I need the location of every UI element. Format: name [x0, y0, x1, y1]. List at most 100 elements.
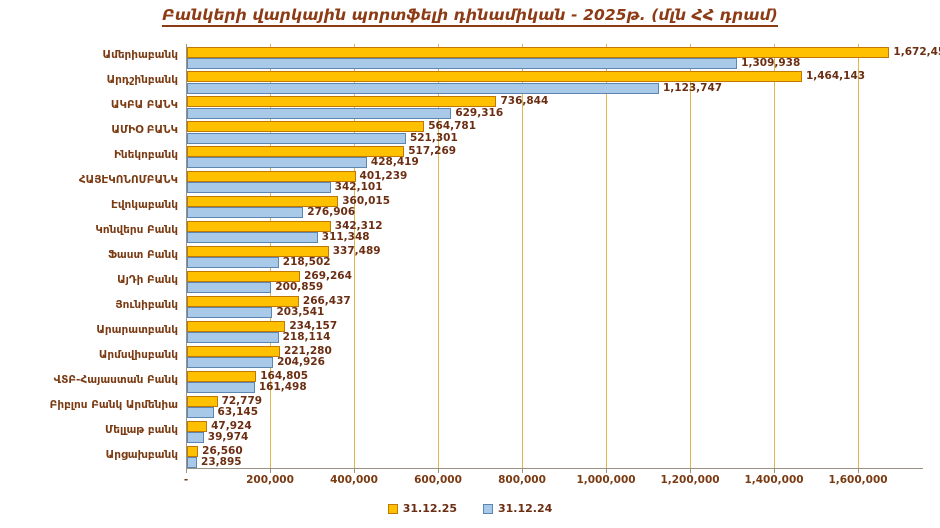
bar-31-12-25 — [187, 121, 425, 133]
chart-category-row: Արմսվիսբանկ 221,280 204,926 — [0, 343, 940, 368]
legend-item[interactable]: 31.12.24 — [483, 502, 552, 515]
x-axis-tick — [522, 468, 523, 473]
x-axis-tick — [690, 468, 691, 473]
bar-31-12-25 — [187, 196, 339, 208]
chart-category-row: ԱՄԻՕ ԲԱՆԿ 564,781 521,301 — [0, 119, 940, 144]
bar-31-12-24 — [187, 406, 214, 418]
x-axis-tick-label: 400,000 — [330, 474, 378, 486]
bar-value-label: 266,437 — [302, 294, 351, 307]
chart-title-text: Բանկերի վարկային պորտֆելի դինամիկան - 20… — [162, 6, 778, 27]
x-axis-tick — [354, 468, 355, 473]
chart-category-row: ՀԱՅԷԿՈՆՈՄԲԱՆԿ 401,239 342,101 — [0, 169, 940, 194]
bar-value-label: 47,924 — [211, 419, 252, 432]
gridline — [606, 44, 607, 468]
bar-31-12-25 — [187, 171, 356, 183]
category-label: Արդշինբանկ — [106, 74, 178, 87]
bar-value-label: 23,895 — [201, 455, 242, 468]
gridline — [522, 44, 523, 468]
bar-value-label: 276,906 — [307, 206, 356, 219]
bar-31-12-24 — [187, 307, 273, 319]
bar-value-label: 428,419 — [370, 156, 419, 169]
x-axis-tick-label: 1,000,000 — [576, 474, 636, 486]
x-axis-tick — [606, 468, 607, 473]
chart-category-row: Էվոկաբանկ 360,015 276,906 — [0, 194, 940, 219]
bar-31-12-25 — [187, 146, 405, 158]
chart-category-row: Բիբլոս Բանկ Արմենիա 72,779 63,145 — [0, 393, 940, 418]
bar-31-12-25 — [187, 270, 301, 282]
chart-category-row: Արդշինբանկ 1,464,143 1,123,747 — [0, 69, 940, 94]
chart-category-row: ԱԿԲԱ ԲԱՆԿ 736,844 629,316 — [0, 94, 940, 119]
gridline — [774, 44, 775, 468]
chart-category-row: Արցախբանկ 26,560 23,895 — [0, 443, 940, 468]
bar-value-label: 521,301 — [409, 131, 458, 144]
chart-category-row: ՎՏԲ-Հայաստան Բանկ 164,805 161,498 — [0, 368, 940, 393]
bar-value-label: 564,781 — [428, 120, 477, 133]
bar-31-12-24 — [187, 232, 318, 244]
bar-31-12-25 — [187, 320, 286, 332]
bar-31-12-25 — [187, 395, 218, 407]
bar-value-label: 517,269 — [408, 145, 457, 158]
bar-value-label: 234,157 — [289, 319, 338, 332]
bar-value-label: 1,464,143 — [805, 70, 866, 83]
chart-category-row: Ֆաստ Բանկ 337,489 218,502 — [0, 244, 940, 269]
bar-value-label: 63,145 — [217, 405, 259, 418]
chart-category-row: Ինեկոբանկ 517,269 428,419 — [0, 144, 940, 169]
bar-value-label: 164,805 — [260, 369, 309, 382]
bar-31-12-25 — [187, 96, 497, 108]
x-axis-tick-label: - — [183, 474, 189, 486]
bar-value-label: 221,280 — [283, 344, 332, 357]
bar-31-12-24 — [187, 132, 406, 144]
bar-value-label: 337,489 — [332, 245, 381, 258]
category-label: Մելլաթ բանկ — [105, 423, 178, 436]
bar-31-12-24 — [187, 381, 255, 393]
bar-value-label: 218,114 — [282, 331, 331, 344]
chart-category-row: Յունիբանկ 266,437 203,541 — [0, 293, 940, 319]
bar-31-12-25 — [187, 345, 280, 357]
gridline — [690, 44, 691, 468]
x-axis-tick-label: 600,000 — [414, 474, 462, 486]
bar-31-12-25 — [187, 370, 257, 382]
x-axis-tick — [186, 468, 187, 473]
x-axis-tick-label: 1,400,000 — [744, 474, 804, 486]
bar-value-label: 269,264 — [304, 269, 352, 282]
x-axis-tick-label: 1,600,000 — [828, 474, 888, 486]
bar-value-label: 39,974 — [207, 430, 249, 443]
x-axis-tick — [774, 468, 775, 473]
bar-value-label: 203,541 — [276, 306, 325, 319]
y-axis-line — [186, 44, 187, 468]
category-label: ՀԱՅԷԿՈՆՈՄԲԱՆԿ — [78, 174, 178, 187]
x-axis-tick — [858, 468, 859, 473]
chart-category-row: ԱյԴի Բանկ 269,264 200,859 — [0, 268, 940, 294]
category-label: Յունիբանկ — [115, 298, 178, 311]
bar-31-12-24 — [187, 157, 367, 169]
chart-legend: 31.12.25 31.12.24 — [0, 502, 940, 515]
category-label: Ամերիաբանկ — [102, 49, 178, 62]
bar-31-12-24 — [187, 456, 198, 468]
category-label: Արմսվիսբանկ — [98, 348, 178, 361]
x-axis-tick — [270, 468, 271, 473]
bar-31-12-24 — [187, 282, 272, 294]
legend-item[interactable]: 31.12.25 — [387, 502, 457, 515]
gridline — [858, 44, 859, 468]
bar-value-label: 311,348 — [321, 231, 370, 244]
chart-category-row: Մելլաթ բանկ 47,924 39,974 — [0, 418, 940, 443]
bar-31-12-25 — [187, 46, 890, 58]
x-axis-tick — [438, 468, 439, 473]
chart-category-row: Ամերիաբանկ 1,672,456 1,309,938 — [0, 44, 940, 69]
gridline — [354, 44, 355, 468]
category-label: ԱՄԻՕ ԲԱՆԿ — [111, 124, 178, 137]
bar-31-12-24 — [187, 431, 204, 443]
category-label: Արցախբանկ — [105, 448, 178, 461]
bar-31-12-24 — [187, 182, 331, 194]
chart-title: Բանկերի վարկային պորտֆելի դինամիկան - 20… — [0, 6, 940, 27]
legend-label: 31.12.25 — [402, 502, 457, 515]
bar-value-label: 72,779 — [221, 394, 263, 407]
bar-value-label: 218,502 — [282, 256, 331, 269]
category-label: ՎՏԲ-Հայաստան Բանկ — [53, 373, 178, 386]
bar-31-12-24 — [187, 57, 738, 69]
category-label: Կոնվերս Բանկ — [95, 224, 178, 237]
legend-swatch-icon — [387, 503, 398, 514]
category-label: Արարատբանկ — [96, 323, 178, 336]
category-label: ԱյԴի Բանկ — [117, 273, 178, 286]
